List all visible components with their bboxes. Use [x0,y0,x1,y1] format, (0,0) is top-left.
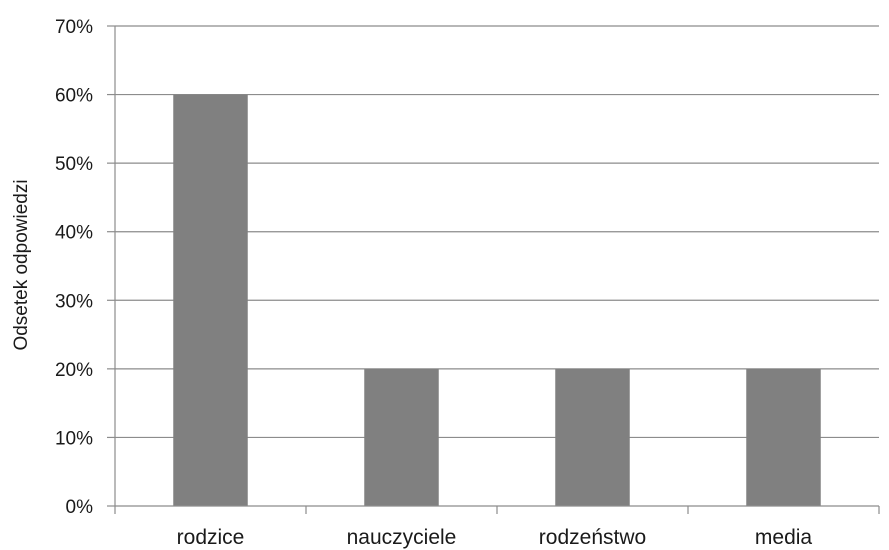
x-tick-label: media [755,526,813,549]
x-tick-label: rodzice [177,526,245,549]
bar-media [746,368,821,506]
bar-rodzeństwo [555,368,630,506]
y-tick-label: 50% [55,154,93,175]
y-axis-title: Odsetek odpowiedzi [11,179,32,350]
bar-rodzice [173,94,248,507]
y-tick-label: 20% [55,360,93,381]
bar-nauczyciele [364,368,439,506]
y-tick-label: 70% [55,17,93,38]
bars [173,94,821,507]
y-tick-label: 40% [55,223,93,244]
y-tick-labels: 0% 10% 20% 30% 40% 50% 60% 70% [55,17,93,518]
y-tick-label: 30% [55,291,93,312]
y-tick-label: 0% [66,497,94,518]
x-tick-label: rodzeństwo [539,526,646,549]
x-tick-labels: rodzice nauczyciele rodzeństwo media [177,526,813,549]
y-tick-label: 10% [55,428,93,449]
x-tick-label: nauczyciele [347,526,457,549]
y-tick-label: 60% [55,86,93,107]
axes [114,26,880,514]
